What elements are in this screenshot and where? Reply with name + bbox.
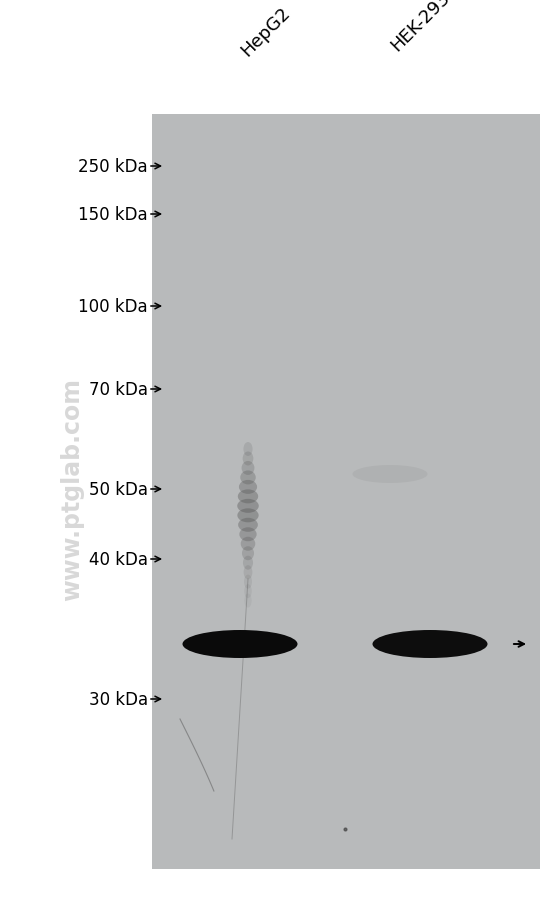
Ellipse shape	[237, 500, 258, 513]
Text: 50 kDa: 50 kDa	[89, 481, 148, 499]
Ellipse shape	[238, 490, 258, 504]
Ellipse shape	[183, 630, 298, 658]
Ellipse shape	[239, 528, 257, 542]
Ellipse shape	[243, 556, 253, 570]
Ellipse shape	[239, 481, 257, 494]
Ellipse shape	[242, 547, 254, 560]
Ellipse shape	[238, 519, 258, 532]
Text: 70 kDa: 70 kDa	[89, 381, 148, 399]
Text: 30 kDa: 30 kDa	[89, 690, 148, 708]
Ellipse shape	[244, 594, 252, 608]
Ellipse shape	[244, 575, 252, 589]
Ellipse shape	[372, 630, 487, 658]
Ellipse shape	[353, 465, 427, 483]
Ellipse shape	[243, 452, 254, 466]
Ellipse shape	[240, 471, 256, 485]
Ellipse shape	[244, 584, 252, 598]
Text: 150 kDa: 150 kDa	[78, 206, 148, 224]
Ellipse shape	[241, 462, 255, 475]
Ellipse shape	[241, 538, 255, 551]
Bar	[152, 115, 540, 869]
Text: www.ptglab.com: www.ptglab.com	[60, 378, 84, 601]
Text: 40 kDa: 40 kDa	[89, 550, 148, 568]
Text: HepG2: HepG2	[237, 4, 294, 60]
Text: HEK-293T: HEK-293T	[387, 0, 461, 55]
Text: 250 kDa: 250 kDa	[78, 158, 148, 176]
Ellipse shape	[244, 566, 252, 579]
Ellipse shape	[238, 509, 258, 523]
Text: 100 kDa: 100 kDa	[78, 298, 148, 316]
Ellipse shape	[244, 443, 252, 456]
